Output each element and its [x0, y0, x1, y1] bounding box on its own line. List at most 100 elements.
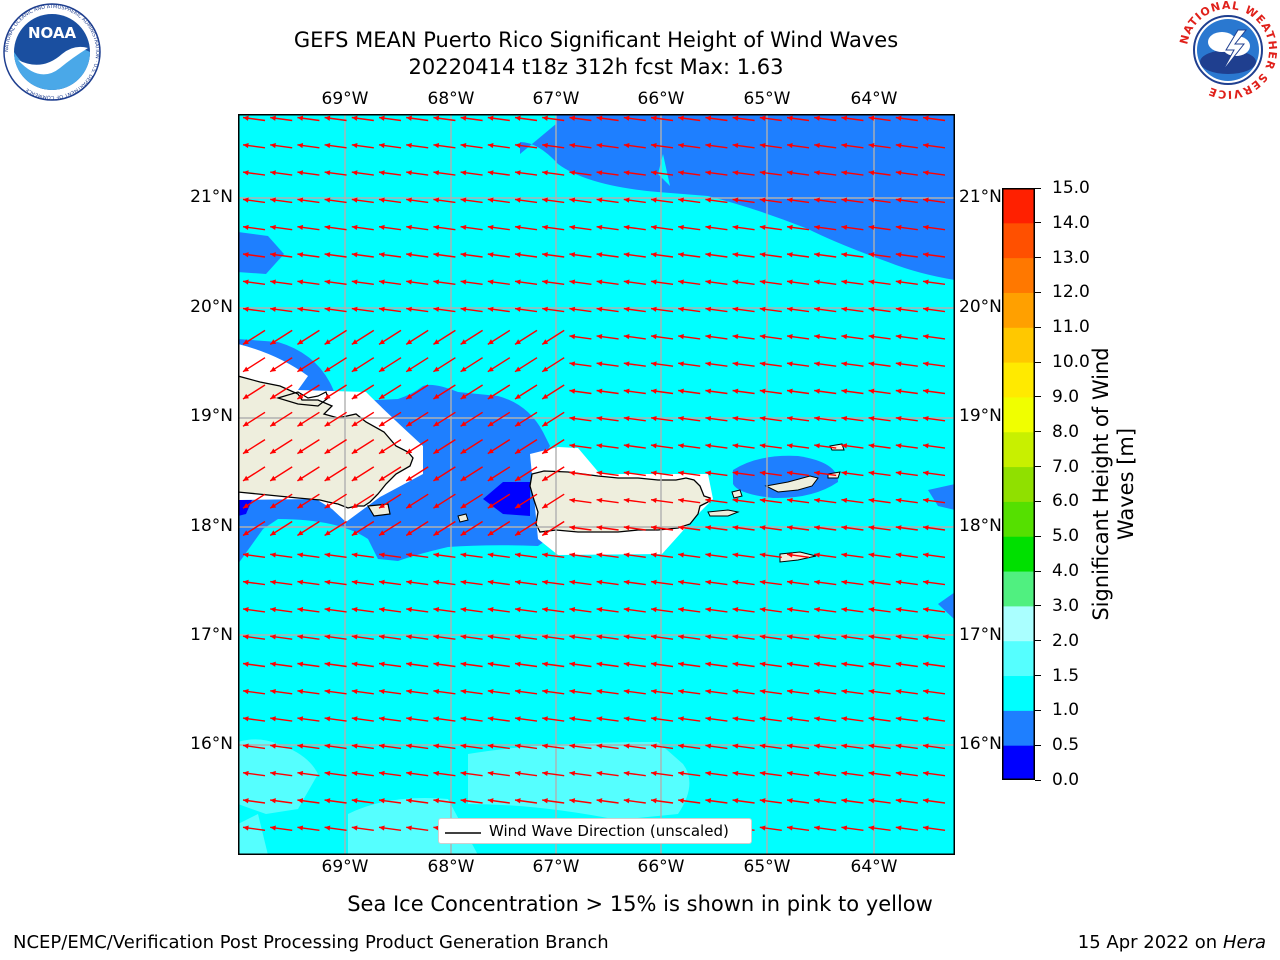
- lon-tick-top-68w: 68°W: [427, 89, 475, 109]
- wind-wave-arrow: [541, 329, 565, 345]
- colorbar-segment: [1002, 431, 1035, 468]
- colorbar-segment: [1002, 188, 1035, 224]
- wind-wave-arrow: [732, 688, 755, 695]
- wind-wave-arrow: [786, 497, 810, 504]
- wind-wave-arrow: [378, 579, 402, 586]
- wind-wave-arrow: [895, 252, 918, 258]
- wind-wave-arrow: [378, 329, 402, 345]
- wind-wave-arrow: [868, 306, 891, 313]
- wind-wave-arrow: [705, 525, 728, 531]
- wind-wave-arrow: [297, 607, 320, 613]
- wind-wave-arrow: [759, 825, 782, 831]
- wind-wave-arrow: [242, 439, 266, 455]
- wind-wave-arrow: [868, 798, 891, 804]
- wind-wave-arrow: [596, 688, 619, 695]
- wind-wave-arrow: [705, 497, 728, 504]
- wind-wave-arrow: [351, 224, 374, 231]
- wind-wave-arrow: [514, 252, 538, 258]
- wind-wave-arrow: [487, 634, 510, 640]
- wind-wave-arrow: [786, 798, 810, 804]
- wind-wave-arrow: [569, 334, 592, 340]
- wind-wave-arrow: [596, 716, 619, 722]
- wind-wave-arrow: [514, 357, 538, 373]
- wind-wave-arrow: [297, 552, 320, 558]
- wind-wave-arrow: [786, 334, 810, 340]
- map-frame: [238, 114, 955, 855]
- wind-wave-arrow: [514, 306, 538, 313]
- wind-wave-arrow: [705, 279, 728, 285]
- wind-wave-arrow: [487, 520, 511, 537]
- wind-wave-arrow: [786, 743, 810, 750]
- wind-wave-arrow: [514, 716, 538, 722]
- wind-wave-arrow: [242, 770, 266, 777]
- wind-wave-arrow: [786, 170, 810, 176]
- wind-wave-arrow: [678, 224, 701, 231]
- wind-wave-arrow: [596, 525, 619, 531]
- wind-wave-arrow: [460, 357, 483, 373]
- wind-wave-arrow: [814, 634, 837, 640]
- wind-wave-arrow: [406, 142, 429, 149]
- wind-wave-arrow: [433, 607, 456, 613]
- wind-wave-arrow: [297, 466, 320, 482]
- wind-wave-arrow: [433, 115, 456, 122]
- wind-wave-arrow: [514, 115, 538, 122]
- colorbar-tick-mark: [1035, 222, 1041, 224]
- wind-wave-arrow: [623, 470, 646, 477]
- wind-wave-arrow: [297, 197, 320, 204]
- wind-wave-arrow: [270, 252, 293, 258]
- wind-wave-arrow: [650, 770, 674, 777]
- wind-wave-arrow: [868, 497, 891, 504]
- wind-wave-arrow: [623, 607, 646, 613]
- wind-wave-arrow: [922, 279, 946, 285]
- wind-wave-arrow: [406, 197, 429, 204]
- wind-wave-arrow: [242, 306, 266, 313]
- wind-wave-arrow: [487, 357, 511, 373]
- wind-wave-arrow: [487, 197, 510, 204]
- wind-wave-arrow: [895, 552, 918, 558]
- land-culebra: [731, 489, 743, 499]
- wind-wave-arrow: [759, 170, 782, 176]
- colorbar-tick-label: 7.0: [1052, 456, 1080, 477]
- wind-wave-arrow: [270, 798, 293, 804]
- wind-wave-arrow: [269, 384, 293, 400]
- wind-wave-arrow: [242, 142, 266, 149]
- wind-wave-arrow: [324, 634, 347, 640]
- wind-wave-arrow: [678, 743, 701, 750]
- wind-wave-arrow: [895, 197, 918, 204]
- wind-wave-arrow: [895, 470, 918, 477]
- wind-wave-arrow: [542, 170, 565, 176]
- wind-wave-arrow: [922, 252, 946, 258]
- colorbar-tick-label: 9.0: [1052, 386, 1080, 407]
- wind-wave-arrow: [868, 770, 891, 777]
- wind-wave-arrow: [623, 525, 646, 531]
- wind-wave-arrow: [814, 525, 837, 531]
- colorbar-segment: [1002, 396, 1035, 433]
- wind-wave-arrow: [297, 357, 320, 373]
- wind-wave-arrow: [732, 634, 755, 640]
- wind-wave-arrow: [678, 252, 701, 258]
- wind-wave-arrow: [406, 279, 429, 285]
- wind-wave-arrow: [378, 716, 402, 722]
- wind-wave-arrow: [596, 552, 619, 558]
- wind-wave-arrow: [922, 415, 946, 422]
- wind-wave-arrow: [678, 197, 701, 204]
- colorbar-tick-label: 14.0: [1052, 212, 1090, 233]
- wind-wave-arrow: [650, 661, 674, 668]
- wind-wave-arrow: [678, 716, 701, 722]
- wind-wave-arrow: [378, 493, 402, 509]
- wind-wave-arrow: [351, 770, 374, 777]
- wind-wave-arrow: [487, 493, 511, 509]
- wind-wave-arrow: [514, 170, 538, 176]
- wind-wave-arrow: [895, 743, 918, 750]
- wind-wave-arrow: [814, 334, 837, 340]
- wind-wave-arrow: [460, 661, 483, 668]
- wind-wave-arrow: [487, 252, 510, 258]
- colorbar-tick-label: 11.0: [1052, 317, 1090, 338]
- wind-wave-arrow: [732, 252, 755, 258]
- wind-wave-arrow: [297, 493, 320, 509]
- wind-wave-arrow: [705, 743, 728, 750]
- wind-wave-arrow: [487, 743, 510, 750]
- wind-wave-arrow: [324, 825, 347, 831]
- wind-wave-arrow: [433, 743, 456, 750]
- wind-wave-arrow: [868, 252, 891, 258]
